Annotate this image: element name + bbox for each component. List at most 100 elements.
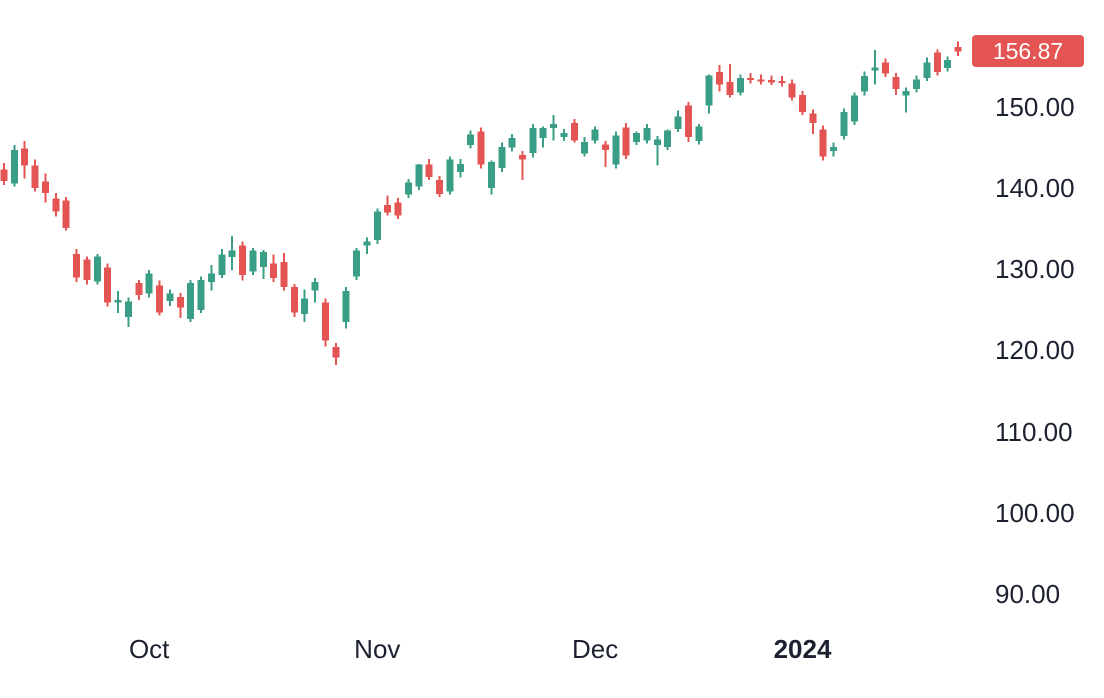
candle-body [716, 72, 724, 85]
candle [280, 253, 288, 291]
candle-body [176, 296, 184, 308]
candle-body [508, 137, 516, 148]
candle-body [840, 111, 848, 137]
candle [342, 287, 350, 329]
candle [923, 57, 931, 82]
candle [747, 72, 755, 84]
candle-body [301, 298, 309, 314]
candle [581, 137, 589, 157]
last-price-badge: 156.87 [972, 35, 1084, 68]
candle-body [342, 291, 350, 322]
candle [550, 115, 558, 141]
candle-body [529, 128, 537, 154]
candle [145, 270, 153, 298]
candle-body [280, 261, 288, 288]
candle [798, 90, 806, 116]
candle [467, 130, 475, 149]
candle-body [446, 159, 454, 192]
candle-body [757, 79, 765, 82]
time-tick-label: Oct [128, 634, 170, 664]
candle [207, 265, 215, 291]
candle-body [643, 128, 651, 141]
candle [425, 158, 433, 181]
candle-body [104, 267, 112, 303]
candle [487, 160, 495, 195]
price-tick-label: 90.00 [995, 578, 1061, 609]
candle-body [850, 95, 858, 122]
candle [508, 133, 516, 152]
candle-body [830, 146, 838, 151]
candle [270, 254, 278, 283]
candle-body [664, 130, 672, 147]
candle-body [519, 154, 526, 160]
candle-body [653, 139, 661, 146]
candle-body [166, 293, 174, 301]
candle [10, 145, 18, 187]
candle-body [601, 144, 609, 150]
price-tick-label: 100.00 [995, 497, 1075, 528]
candle-body [798, 94, 806, 112]
candle-body [249, 250, 257, 272]
candle [560, 128, 568, 142]
candle [498, 142, 506, 172]
candle-body [923, 62, 931, 78]
candle-body [550, 124, 558, 129]
candle-body [778, 81, 786, 84]
candle-body [581, 141, 589, 154]
candle [861, 71, 869, 96]
candle [404, 179, 412, 198]
candle [757, 74, 765, 85]
candle [73, 248, 81, 283]
candle-body [809, 113, 817, 124]
candle-body [684, 105, 692, 138]
candle [809, 109, 817, 134]
candle-body [145, 273, 153, 294]
candle-body [933, 52, 941, 73]
candle [52, 193, 60, 217]
candle [892, 72, 900, 95]
candle [197, 276, 205, 314]
price-tick-label: 140.00 [995, 173, 1075, 204]
candle-body [124, 301, 132, 318]
candle-body [207, 273, 215, 283]
candle [124, 297, 132, 327]
candle [394, 197, 402, 219]
candle [384, 195, 392, 216]
price-tick-label: 150.00 [995, 92, 1075, 122]
candle [239, 241, 247, 281]
candle-body [404, 182, 412, 195]
candle [0, 162, 8, 185]
candle-body [467, 134, 475, 146]
candle-body [560, 132, 568, 138]
candle-wick [656, 136, 659, 166]
candle [353, 248, 361, 280]
candle [135, 279, 143, 301]
candle-body [187, 283, 195, 319]
candle-body [736, 77, 744, 93]
candle [93, 253, 101, 285]
candle-body [612, 135, 620, 165]
candle [62, 197, 70, 231]
candle-wick [905, 87, 908, 113]
candle [259, 249, 267, 279]
price-tick-label: 120.00 [995, 335, 1075, 366]
candle-body [218, 254, 226, 275]
candle-wick [874, 50, 877, 85]
candle-body [311, 282, 319, 291]
candle-body [695, 126, 703, 142]
candle-body [290, 287, 298, 313]
candle [716, 64, 724, 92]
candle-body [239, 245, 247, 275]
candle [249, 248, 257, 275]
candle-body [944, 59, 952, 69]
candle-body [892, 76, 900, 90]
candle-body [31, 165, 39, 189]
candle [913, 75, 921, 93]
candle-body [62, 200, 70, 228]
candle [767, 75, 775, 86]
candle [902, 87, 910, 113]
candle [570, 119, 578, 143]
candle-body [156, 285, 164, 313]
candle-body [425, 164, 433, 177]
